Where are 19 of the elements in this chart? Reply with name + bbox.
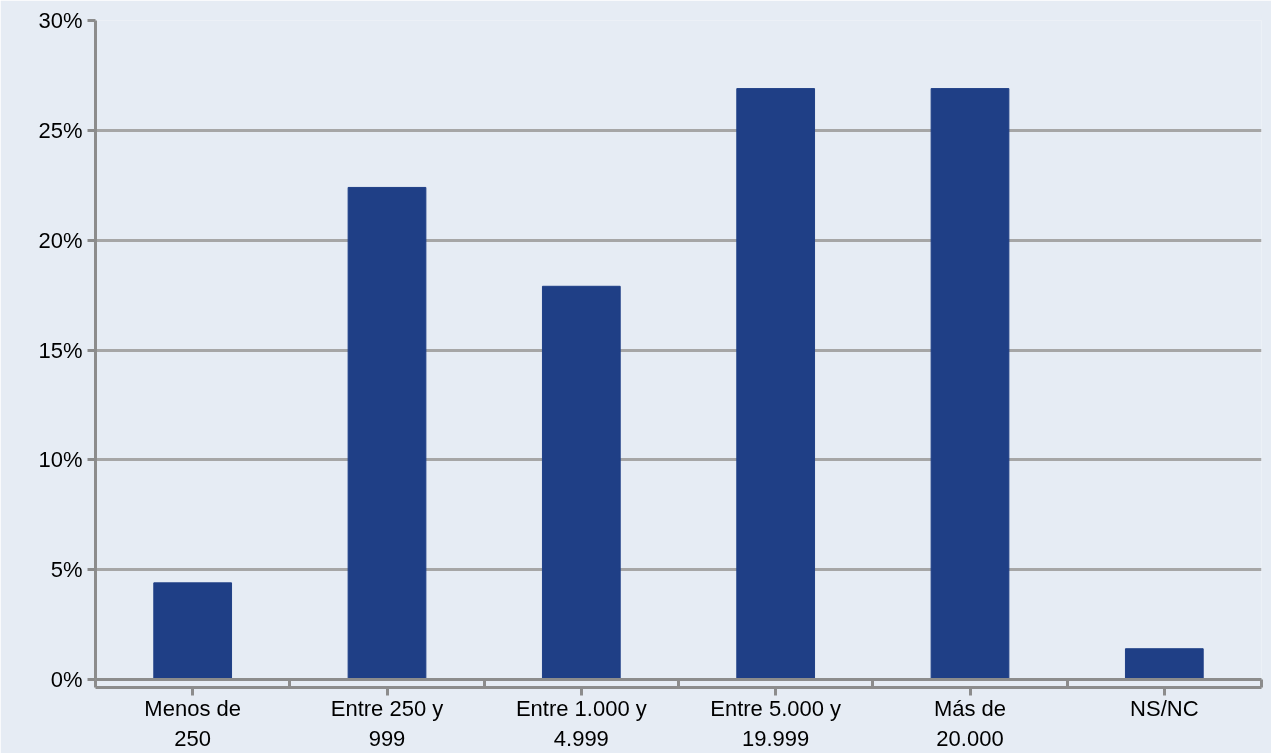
bar — [153, 582, 233, 680]
x-tick-label: Menos de 250 — [144, 695, 241, 751]
x-tick-label: Entre 1.000 y 4.999 — [515, 695, 647, 751]
y-tick-label: 5% — [50, 557, 83, 583]
y-tick-label: 15% — [38, 337, 83, 363]
y-tick-label: 0% — [50, 667, 83, 692]
x-tick-label: Entre 5.000 y 19.999 — [710, 695, 842, 751]
x-tick-label: Más de 20.000 — [933, 695, 1007, 751]
y-tick-label: 20% — [38, 227, 83, 253]
y-tick-label: 10% — [38, 447, 83, 473]
bar — [1124, 648, 1204, 680]
bar — [736, 88, 816, 680]
y-tick-label: 30% — [38, 8, 83, 33]
bar — [541, 285, 621, 680]
x-tick-label: Entre 250 y 999 — [330, 695, 444, 751]
y-tick-label: 25% — [38, 117, 83, 143]
x-tick-label: NS/NC — [1130, 695, 1199, 721]
bar — [930, 88, 1010, 680]
bar — [347, 186, 427, 680]
